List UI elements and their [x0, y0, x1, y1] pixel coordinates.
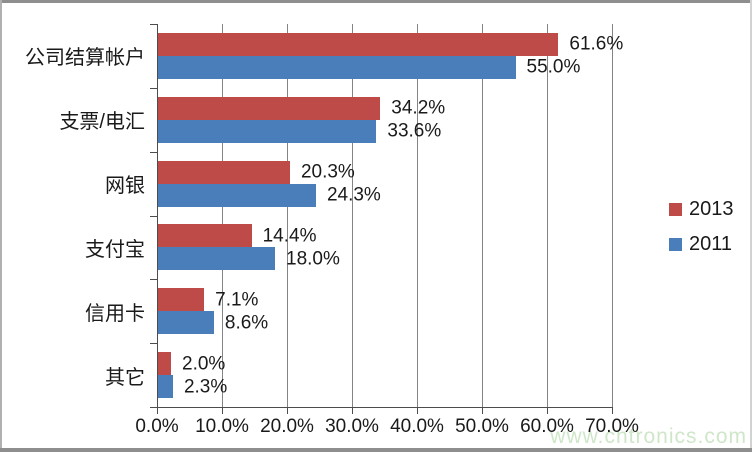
gridline: [417, 24, 418, 407]
y-axis-tick: [150, 407, 157, 408]
bar-2013: [158, 224, 252, 248]
category-label: 公司结算帐户: [25, 47, 145, 70]
value-label-2013: 2.0%: [182, 353, 226, 375]
x-axis-tick: [612, 407, 613, 414]
value-label-2011: 24.3%: [326, 184, 381, 206]
x-axis-tick: [352, 407, 353, 414]
x-axis-tick: [417, 407, 418, 414]
gridline: [612, 24, 613, 407]
y-axis-tick: [150, 87, 157, 89]
x-tick-label: 70.0%: [585, 416, 639, 437]
legend: 2013 2011: [669, 196, 734, 266]
x-axis-tick: [287, 407, 288, 414]
frame-border-left: [0, 0, 2, 452]
x-tick-label: 10.0%: [195, 416, 249, 437]
x-tick-label: 40.0%: [390, 416, 444, 437]
frame-border-bottom: [0, 448, 752, 452]
bar-2013: [158, 32, 559, 56]
legend-item-2013: 2013: [669, 196, 734, 222]
legend-item-2011: 2011: [669, 231, 734, 257]
bar-2011: [158, 247, 275, 271]
category-label: 其它: [105, 366, 145, 389]
x-axis-tick: [482, 407, 483, 414]
x-tick-label: 20.0%: [260, 416, 314, 437]
x-axis-tick: [157, 407, 158, 414]
x-tick-label: 0.0%: [135, 416, 179, 437]
value-label-2013: 61.6%: [569, 33, 624, 55]
y-axis-tick: [150, 151, 157, 153]
y-axis-tick: [150, 215, 157, 217]
value-label-2011: 55.0%: [526, 56, 581, 78]
frame-border-top: [0, 0, 752, 3]
legend-swatch-2011: [669, 237, 682, 251]
bar-2013: [158, 352, 171, 376]
bar-2013: [158, 288, 205, 312]
y-axis-tick: [150, 279, 157, 281]
gridline: [547, 24, 548, 407]
gridline: [482, 24, 483, 407]
category-label: 支付宝: [85, 238, 145, 261]
value-label-2011: 2.3%: [183, 376, 228, 398]
value-label-2011: 33.6%: [387, 120, 442, 142]
bar-2011: [158, 375, 173, 399]
bar-2011: [158, 119, 377, 143]
category-label: 网银: [105, 175, 145, 198]
gridline: [287, 24, 288, 407]
bar-2011: [158, 55, 516, 79]
gridline: [352, 24, 353, 407]
x-axis-tick: [222, 407, 223, 414]
x-tick-label: 30.0%: [325, 416, 379, 437]
category-label: 信用卡: [85, 302, 145, 325]
value-label-2013: 14.4%: [262, 225, 317, 247]
watermark: www.cntronics.com: [550, 425, 747, 448]
legend-label: 2013: [689, 197, 734, 220]
value-label-2013: 20.3%: [300, 161, 355, 183]
bar-2011: [158, 311, 214, 335]
value-label-2011: 8.6%: [224, 312, 269, 334]
frame-border-right: [750, 0, 752, 452]
legend-label: 2011: [689, 232, 733, 255]
legend-swatch-2013: [669, 202, 682, 216]
gridline: [222, 24, 223, 407]
x-tick-label: 60.0%: [520, 416, 574, 437]
x-axis-line: [157, 407, 613, 408]
bar-2013: [158, 160, 290, 184]
y-axis-tick: [150, 343, 157, 345]
x-axis-tick: [547, 407, 548, 414]
value-label-2013: 34.2%: [391, 97, 446, 119]
y-axis-tick: [150, 24, 157, 25]
x-tick-label: 50.0%: [455, 416, 509, 437]
category-label: 支票/电汇: [59, 111, 145, 134]
y-axis-line: [157, 24, 158, 408]
bar-2011: [158, 183, 316, 207]
bar-2013: [158, 96, 381, 120]
value-label-2013: 7.1%: [215, 289, 259, 311]
value-label-2011: 18.0%: [286, 248, 340, 270]
